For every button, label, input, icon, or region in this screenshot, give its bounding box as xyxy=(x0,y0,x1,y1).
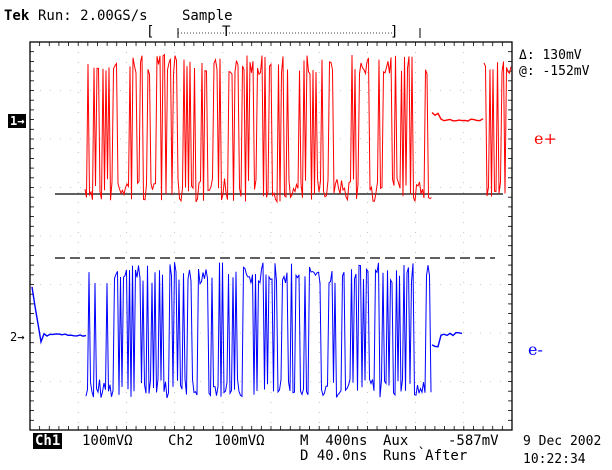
trigger-bracket-right: ] xyxy=(390,24,399,40)
ch2-ground-marker: 2→ xyxy=(10,330,25,344)
ch1-label: e+ xyxy=(534,129,557,148)
ch1-ground-marker: 1→ xyxy=(8,114,27,128)
trigger-source: Aux ˎ xyxy=(383,433,426,449)
trigger-mode: Runs After xyxy=(383,448,468,464)
ch1-scale: 100mVΩ xyxy=(82,433,133,449)
ch1-name-badge: Ch1 xyxy=(33,433,63,449)
acquisition-mode: Sample xyxy=(182,8,233,24)
date-readout: 9 Dec 2002 xyxy=(523,434,602,449)
ch2-idle-segment-right xyxy=(431,331,463,348)
trigger-level: -587mV xyxy=(448,433,499,449)
brand-label: Tek xyxy=(4,8,30,24)
run-status: Run: 2.00GS/s xyxy=(38,8,148,24)
ch2-trace xyxy=(31,262,463,399)
ch2-label: e- xyxy=(528,340,543,359)
ch1-burst-segment-0 xyxy=(84,53,432,204)
cursor-position-readout: @: -152mV xyxy=(519,64,590,79)
time-readout: 10:22:34 xyxy=(523,452,586,467)
trigger-position-marker: T xyxy=(222,24,231,40)
ch2-idle-segment-left xyxy=(31,286,87,345)
ch1-burst-segment-1 xyxy=(483,61,512,197)
graticule-frame xyxy=(29,41,513,431)
trigger-bracket-left: [ xyxy=(146,24,155,40)
cursor-delta-readout: Δ: 130mV xyxy=(519,48,582,63)
delay-readout: D 40.0ns xyxy=(300,448,368,464)
ch2-scale: 100mVΩ xyxy=(214,433,265,449)
ch1-trace xyxy=(84,53,512,204)
ch1-idle-segment xyxy=(431,111,484,122)
ch2-burst-segment-0 xyxy=(85,262,432,399)
graticule xyxy=(29,41,513,431)
timebase-readout: M 400ns xyxy=(300,433,368,449)
ch2-name: Ch2 xyxy=(168,433,194,449)
